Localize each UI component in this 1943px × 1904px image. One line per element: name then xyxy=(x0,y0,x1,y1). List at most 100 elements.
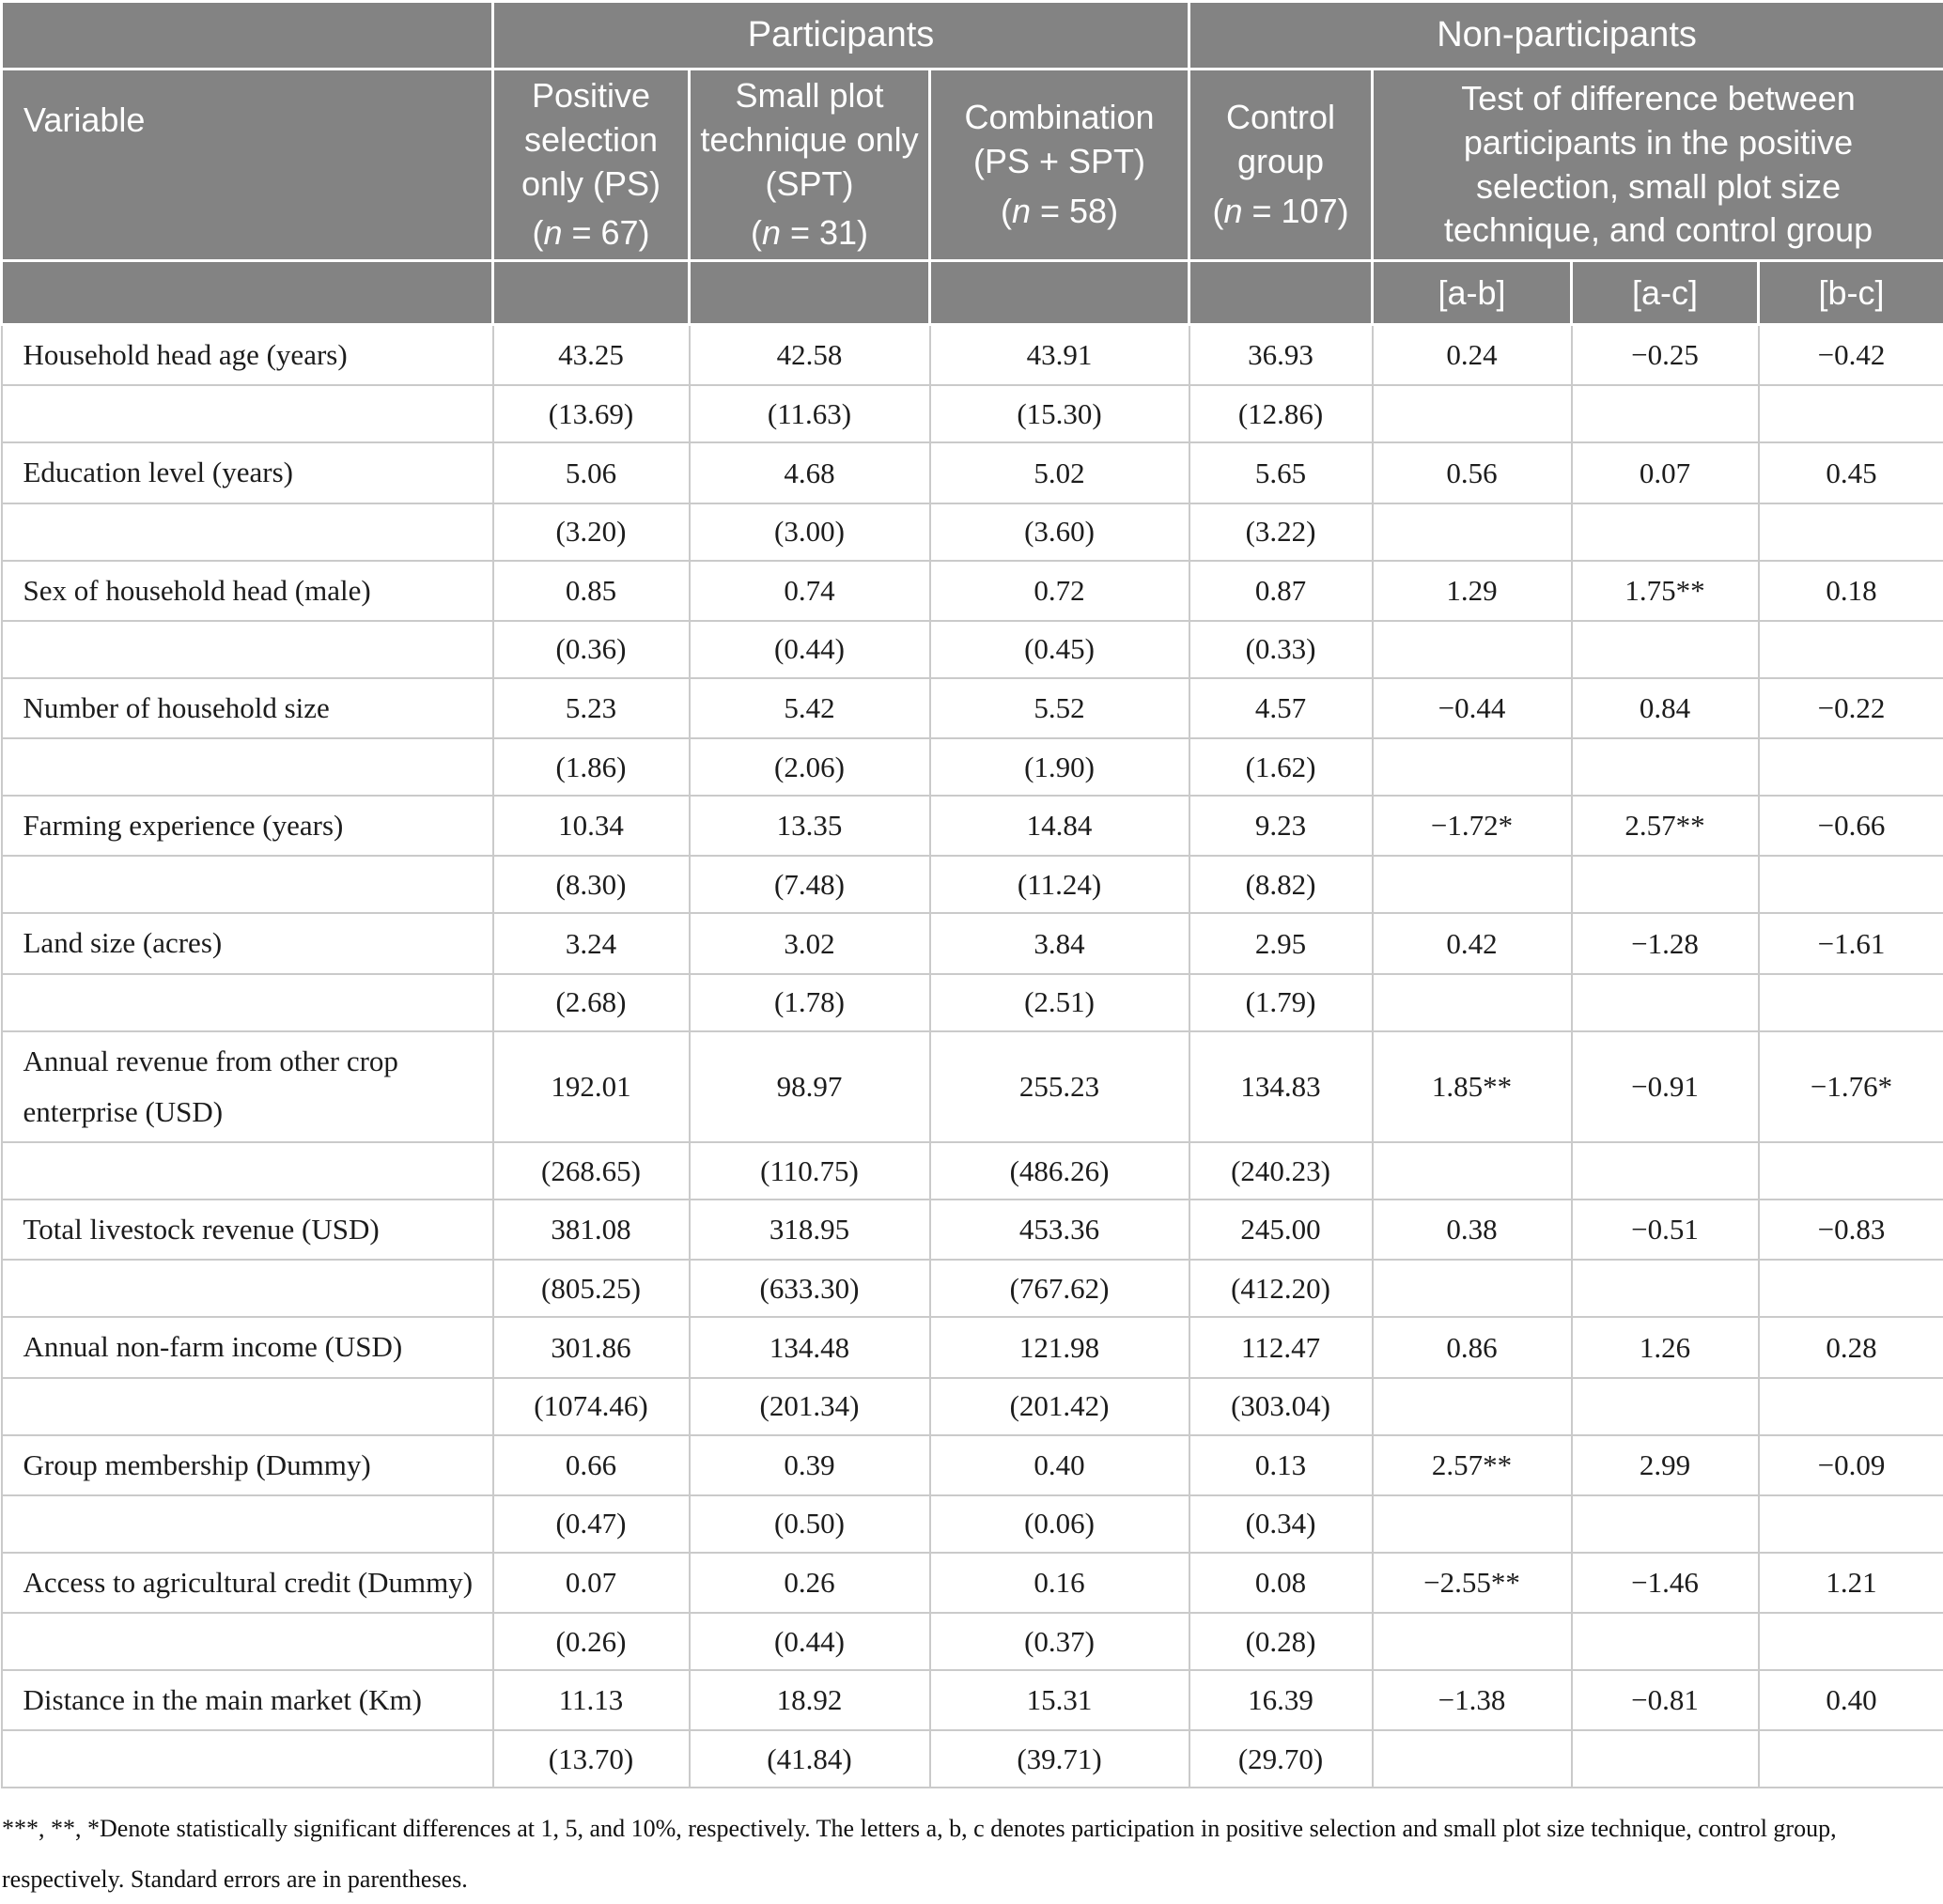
se-cell: (1074.46) xyxy=(493,1378,690,1435)
row-total-livestock-revenue-usd-se: (805.25)(633.30)(767.62)(412.20) xyxy=(2,1260,1943,1317)
row-annual-revenue-from-other-crop-enterprise-usd: Annual revenue from other crop enterpris… xyxy=(2,1031,1943,1143)
value-cell: 0.86 xyxy=(1373,1317,1572,1377)
value-cell: 1.26 xyxy=(1572,1317,1759,1377)
value-cell: 318.95 xyxy=(690,1200,930,1260)
se-cell-empty xyxy=(1572,1730,1759,1788)
value-cell: 42.58 xyxy=(690,325,930,386)
se-cell: (240.23) xyxy=(1189,1142,1373,1200)
se-cell-empty xyxy=(1373,1378,1572,1435)
column-header-test-of-difference-between-participants-in-the-p: Test of difference between participants … xyxy=(1373,70,1943,261)
se-cell-empty xyxy=(1759,385,1943,442)
se-cell-empty xyxy=(1759,1730,1943,1788)
se-cell: (486.26) xyxy=(930,1142,1189,1200)
se-cell: (767.62) xyxy=(930,1260,1189,1317)
value-cell: 0.26 xyxy=(690,1553,930,1613)
value-cell: 0.72 xyxy=(930,561,1189,621)
value-cell: 0.08 xyxy=(1189,1553,1373,1613)
value-cell: −0.91 xyxy=(1572,1031,1759,1143)
value-cell: 0.56 xyxy=(1373,442,1572,503)
variable-label: Sex of household head (male) xyxy=(2,561,493,621)
se-cell: (805.25) xyxy=(493,1260,690,1317)
se-cell-empty xyxy=(1759,503,1943,561)
variable-label: Annual revenue from other crop enterpris… xyxy=(2,1031,493,1143)
se-cell-empty xyxy=(1572,1142,1759,1200)
se-cell-empty xyxy=(1759,974,1943,1031)
variable-label-spacer xyxy=(2,1378,493,1435)
se-cell: (13.69) xyxy=(493,385,690,442)
value-cell: 10.34 xyxy=(493,796,690,856)
se-cell-empty xyxy=(1572,1613,1759,1670)
value-cell: 0.66 xyxy=(493,1435,690,1495)
value-cell: 0.84 xyxy=(1572,678,1759,738)
se-cell: (0.44) xyxy=(690,1613,930,1670)
value-cell: 0.24 xyxy=(1373,325,1572,386)
se-cell: (3.22) xyxy=(1189,503,1373,561)
subheader-spacer xyxy=(1189,261,1373,325)
se-cell: (412.20) xyxy=(1189,1260,1373,1317)
variable-label-spacer xyxy=(2,503,493,561)
se-cell: (0.34) xyxy=(1189,1495,1373,1553)
se-cell-empty xyxy=(1373,1260,1572,1317)
se-cell: (1.86) xyxy=(493,738,690,796)
se-cell-empty xyxy=(1373,621,1572,678)
row-number-of-household-size-se: (1.86)(2.06)(1.90)(1.62) xyxy=(2,738,1943,796)
value-cell: 0.13 xyxy=(1189,1435,1373,1495)
value-cell: −0.51 xyxy=(1572,1200,1759,1260)
se-cell-empty xyxy=(1373,974,1572,1031)
se-cell: (1.90) xyxy=(930,738,1189,796)
se-cell-empty xyxy=(1759,1142,1943,1200)
se-cell-empty xyxy=(1572,974,1759,1031)
variable-label-spacer xyxy=(2,856,493,913)
value-cell: 98.97 xyxy=(690,1031,930,1143)
value-cell: −0.25 xyxy=(1572,325,1759,386)
se-cell-empty xyxy=(1373,503,1572,561)
row-sex-of-household-head-male-se: (0.36)(0.44)(0.45)(0.33) xyxy=(2,621,1943,678)
se-cell: (0.37) xyxy=(930,1613,1189,1670)
se-cell: (0.44) xyxy=(690,621,930,678)
value-cell: 2.57** xyxy=(1373,1435,1572,1495)
variable-label-spacer xyxy=(2,621,493,678)
value-cell: 43.25 xyxy=(493,325,690,386)
value-cell: 15.31 xyxy=(930,1670,1189,1730)
se-cell-empty xyxy=(1759,1495,1943,1553)
value-cell: 14.84 xyxy=(930,796,1189,856)
value-cell: 9.23 xyxy=(1189,796,1373,856)
se-cell-empty xyxy=(1572,385,1759,442)
variable-label-spacer xyxy=(2,1142,493,1200)
value-cell: −0.22 xyxy=(1759,678,1943,738)
variable-label: Access to agricultural credit (Dummy) xyxy=(2,1553,493,1613)
se-cell: (8.82) xyxy=(1189,856,1373,913)
header-group-non-participants: Non-participants xyxy=(1189,2,1943,70)
value-cell: −1.46 xyxy=(1572,1553,1759,1613)
se-cell: (0.06) xyxy=(930,1495,1189,1553)
se-cell: (633.30) xyxy=(690,1260,930,1317)
se-cell: (0.26) xyxy=(493,1613,690,1670)
subheader-a-c: [a-c] xyxy=(1572,261,1759,325)
value-cell: 255.23 xyxy=(930,1031,1189,1143)
value-cell: 0.18 xyxy=(1759,561,1943,621)
value-cell: −0.66 xyxy=(1759,796,1943,856)
value-cell: 112.47 xyxy=(1189,1317,1373,1377)
se-cell: (13.70) xyxy=(493,1730,690,1788)
value-cell: −1.38 xyxy=(1373,1670,1572,1730)
value-cell: 0.74 xyxy=(690,561,930,621)
se-cell: (29.70) xyxy=(1189,1730,1373,1788)
variable-label-spacer xyxy=(2,1495,493,1553)
value-cell: 3.02 xyxy=(690,913,930,973)
subheader-spacer xyxy=(2,261,493,325)
se-cell-empty xyxy=(1572,738,1759,796)
value-cell: −1.28 xyxy=(1572,913,1759,973)
value-cell: 192.01 xyxy=(493,1031,690,1143)
value-cell: 18.92 xyxy=(690,1670,930,1730)
value-cell: 0.07 xyxy=(493,1553,690,1613)
subheader-spacer xyxy=(493,261,690,325)
value-cell: −1.72* xyxy=(1373,796,1572,856)
